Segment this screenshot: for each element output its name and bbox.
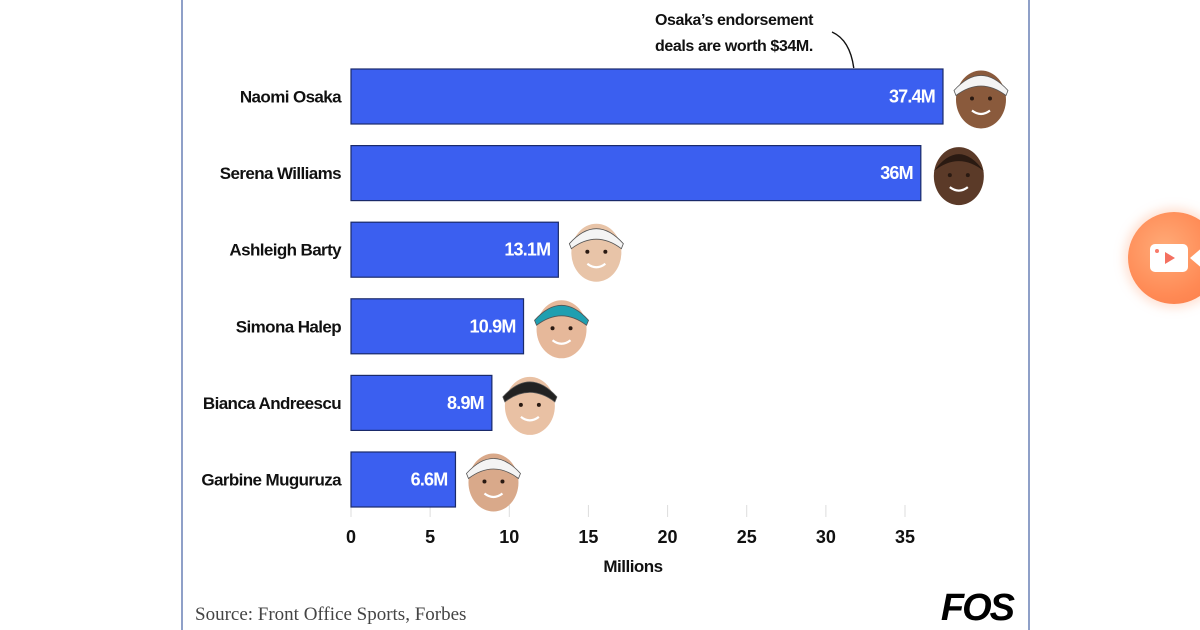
annotation-pointer-line [831,31,855,69]
player-face-icon [534,300,589,359]
player-face-icon [568,223,624,282]
source-note: Source: Front Office Sports, Forbes [195,604,466,625]
category-label: Ashleigh Barty [229,241,342,260]
annotation-line-2: deals are worth $34M. [655,38,813,55]
value-label: 10.9M [470,316,516,336]
play-icon [1165,252,1175,264]
annotation-line-1: Osaka’s endorsement [655,12,814,29]
value-label: 13.1M [504,240,550,260]
bar [350,374,493,431]
x-tick-label: 35 [895,527,915,547]
value-label: 36M [880,163,913,183]
x-tick-label: 5 [425,527,435,547]
player-faces [466,70,1009,512]
player-face-icon [466,453,521,512]
x-tick-label: 0 [346,527,356,547]
bars [350,68,944,508]
player-face-icon [953,70,1009,129]
category-label: Serena Williams [220,164,341,183]
bar [350,68,944,125]
screen-record-button[interactable] [1128,212,1200,304]
x-axis-title: Millions [603,557,662,576]
bar [350,298,525,355]
value-label: 37.4M [889,87,935,107]
bar [350,221,559,278]
category-labels: Naomi Osaka Serena Williams Ashleigh Barty… [201,88,342,490]
value-label: 6.6M [411,470,448,490]
annotation: Osaka’s endorsement deals are worth $34M… [655,12,855,69]
value-labels: 37.4M 36M 13.1M 10.9M 8.9M 6.6M [411,87,936,490]
category-label: Naomi Osaka [240,88,342,107]
video-camera-icon [1150,244,1188,272]
x-tick-label: 30 [816,527,836,547]
value-label: 8.9M [447,393,484,413]
bar [350,451,457,508]
x-tick-label: 10 [499,527,519,547]
category-label: Bianca Andreescu [203,394,341,413]
bar [350,145,922,202]
player-face-icon [502,376,558,435]
fos-logo: FOS [941,587,1015,629]
player-face-icon [933,147,984,206]
x-tick-label: 20 [658,527,678,547]
category-label: Garbine Muguruza [201,471,342,490]
category-label: Simona Halep [236,317,341,336]
x-tick-marks [350,505,906,517]
x-tick-labels: 0 5 10 15 20 25 30 35 [346,527,915,547]
x-tick-label: 25 [737,527,757,547]
x-tick-label: 15 [578,527,598,547]
